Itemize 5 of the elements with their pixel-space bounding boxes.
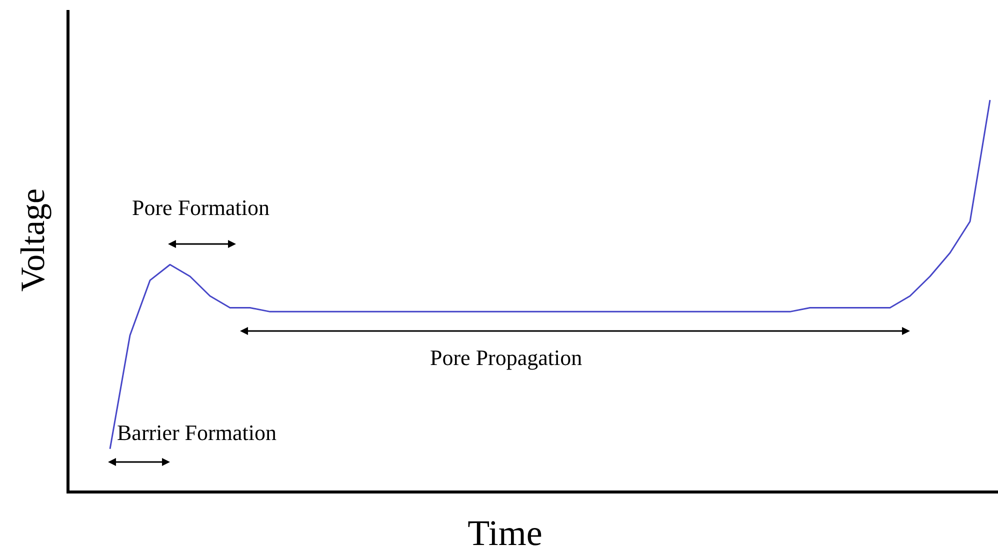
x-axis-title: Time (468, 513, 542, 552)
annotation: Pore Propagation (430, 345, 582, 370)
annotation: Pore Formation (132, 195, 270, 220)
y-axis-title: Voltage (15, 188, 52, 292)
annotation: Barrier Formation (117, 420, 276, 445)
